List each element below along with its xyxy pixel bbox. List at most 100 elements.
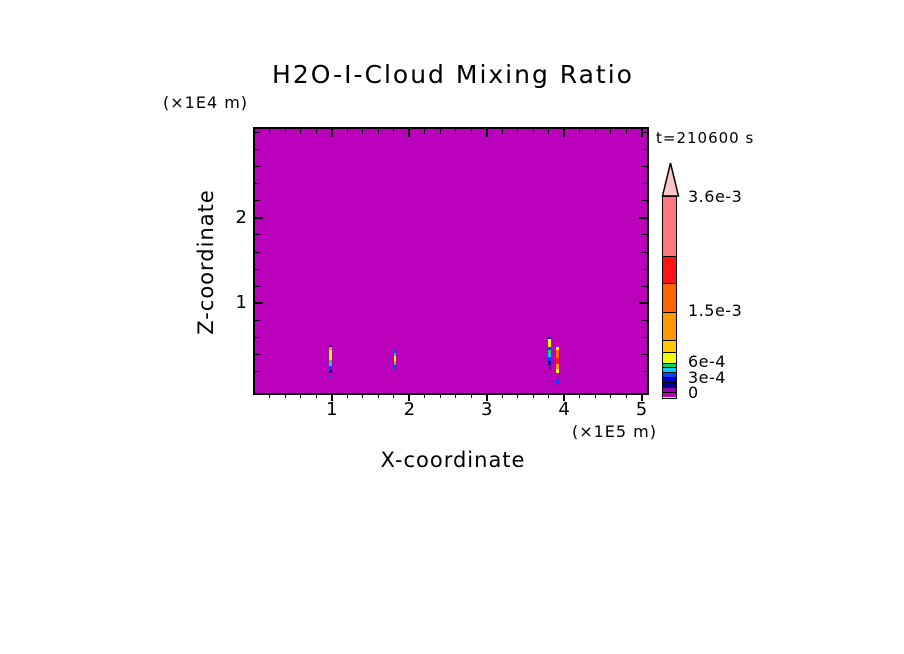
z-tick-label: 2 xyxy=(235,206,247,228)
x-axis-tick xyxy=(377,393,379,398)
z-axis-tick xyxy=(255,234,260,236)
x-axis-tick xyxy=(393,129,395,134)
cloud-feature-segment xyxy=(547,365,551,371)
cloud-feature-segment xyxy=(328,350,332,360)
x-axis-tick xyxy=(377,129,379,134)
cloud-feature-segment xyxy=(328,345,332,347)
x-axis-tick xyxy=(485,129,488,137)
z-axis-tick xyxy=(255,183,260,185)
cloud-feature-segment xyxy=(547,347,551,351)
z-axis-tick xyxy=(642,131,647,133)
z-axis-tick xyxy=(642,354,647,356)
z-axis-tick xyxy=(642,337,647,339)
cloud-feature-segment xyxy=(547,339,551,348)
x-axis-tick xyxy=(439,393,441,398)
z-axis-tick xyxy=(639,302,647,305)
x-axis-tick xyxy=(284,129,286,134)
cloud-feature xyxy=(394,349,397,369)
colorbar-segment xyxy=(663,311,676,340)
x-tick-label: 5 xyxy=(635,399,648,420)
x-axis-unit-label: (×1E5 m) xyxy=(571,422,657,441)
z-axis-tick xyxy=(642,234,647,236)
x-axis-tick xyxy=(424,129,426,134)
z-axis-tick xyxy=(642,183,647,185)
x-axis-tick xyxy=(300,129,302,134)
z-axis-tick xyxy=(255,165,260,167)
x-axis-tick xyxy=(532,129,534,134)
cloud-feature-segment xyxy=(555,363,559,369)
x-axis-tick xyxy=(393,393,395,398)
cloud-feature xyxy=(329,374,332,378)
colorbar-segment xyxy=(663,382,676,387)
x-axis-tick xyxy=(594,393,596,398)
x-axis-tick xyxy=(455,393,457,398)
z-axis-tick xyxy=(639,216,647,219)
colorbar xyxy=(662,195,677,399)
x-axis-tick xyxy=(548,129,550,134)
colorbar-segment xyxy=(663,392,676,397)
x-axis-tick xyxy=(640,393,643,401)
x-axis-tick xyxy=(330,129,333,137)
x-axis-tick xyxy=(315,129,317,134)
x-axis-tick xyxy=(408,129,411,137)
x-axis-tick xyxy=(579,393,581,398)
x-axis-tick xyxy=(455,129,457,134)
x-axis-tick xyxy=(408,393,411,401)
z-axis-tick xyxy=(255,131,260,133)
cloud-feature-segment xyxy=(328,366,332,370)
x-axis-tick xyxy=(517,393,519,398)
x-axis-tick xyxy=(532,393,534,398)
z-axis-title: Z-coordinate xyxy=(194,189,218,335)
z-axis-tick xyxy=(255,302,263,305)
x-axis-tick xyxy=(501,129,503,134)
cloud-feature xyxy=(328,345,332,373)
x-axis-tick xyxy=(470,129,472,134)
z-axis-tick xyxy=(642,371,647,373)
x-axis-title: X-coordinate xyxy=(380,448,526,472)
cloud-feature-segment xyxy=(394,349,397,353)
x-axis-tick xyxy=(594,129,596,134)
x-axis-tick xyxy=(269,393,271,398)
colorbar-segment xyxy=(663,351,676,363)
cloud-feature-segment xyxy=(555,368,559,373)
cloud-feature-segment xyxy=(394,352,397,356)
z-axis-tick xyxy=(255,354,260,356)
x-axis-tick xyxy=(362,129,364,134)
cloud-feature-segment xyxy=(394,364,397,369)
x-axis-tick xyxy=(563,393,566,401)
z-axis-tick xyxy=(642,148,647,150)
cloud-feature xyxy=(555,346,559,383)
x-axis-tick xyxy=(610,393,612,398)
x-axis-tick xyxy=(424,393,426,398)
z-tick-label: 1 xyxy=(235,292,247,314)
cloud-feature-segment xyxy=(547,337,551,340)
colorbar-level-label: 3.6e-3 xyxy=(688,187,743,206)
x-axis-tick xyxy=(501,393,503,398)
cloud-feature-segment xyxy=(555,357,559,364)
cloud-feature-segment xyxy=(547,361,551,366)
x-tick-label: 2 xyxy=(403,399,416,420)
cloud-feature-segment xyxy=(547,357,551,362)
z-axis-tick xyxy=(642,320,647,322)
x-axis-tick xyxy=(346,129,348,134)
time-annotation: t=210600 s xyxy=(656,129,755,147)
cloud-feature-segment xyxy=(328,363,332,366)
colorbar-level-label: 0 xyxy=(688,383,699,402)
cloud-feature-segment xyxy=(555,346,559,350)
x-axis-tick xyxy=(517,129,519,134)
colorbar-segment xyxy=(663,339,676,352)
x-tick-label: 1 xyxy=(326,399,338,420)
x-axis-tick xyxy=(284,393,286,398)
x-axis-tick xyxy=(625,393,627,398)
cloud-feature-segment xyxy=(328,370,332,373)
cloud-feature xyxy=(547,337,551,371)
colorbar-segment xyxy=(663,256,676,283)
cloud-feature-segment xyxy=(547,350,551,354)
cloud-feature-segment xyxy=(328,347,332,350)
z-axis-tick xyxy=(255,337,260,339)
colorbar-segment xyxy=(663,362,676,367)
z-axis-tick xyxy=(642,200,647,202)
cloud-feature-segment xyxy=(328,360,332,363)
colorbar-segment xyxy=(663,367,676,372)
